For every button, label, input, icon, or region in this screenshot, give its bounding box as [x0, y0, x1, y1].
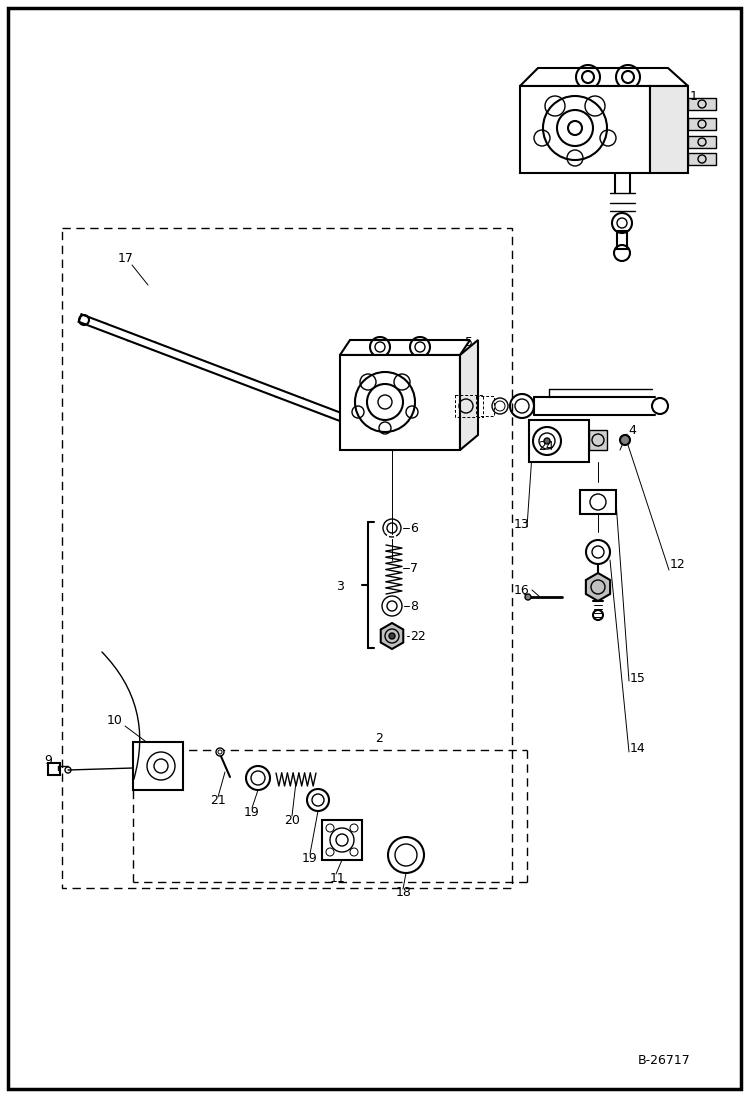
Circle shape	[544, 438, 550, 444]
Bar	[455, 395, 483, 417]
Polygon shape	[520, 68, 688, 86]
Text: 12: 12	[670, 558, 686, 572]
Text: 11: 11	[330, 871, 346, 884]
Polygon shape	[380, 623, 403, 649]
Bar	[688, 98, 716, 110]
Bar	[580, 490, 616, 514]
Bar	[133, 742, 183, 790]
Polygon shape	[520, 86, 650, 173]
Bar	[62, 228, 512, 887]
Circle shape	[216, 748, 224, 756]
Text: 3: 3	[336, 580, 344, 593]
Polygon shape	[79, 314, 389, 439]
Polygon shape	[340, 340, 470, 355]
Bar	[589, 430, 607, 450]
Text: 13: 13	[514, 518, 530, 531]
Text: 18: 18	[396, 886, 412, 900]
Bar	[688, 118, 716, 131]
Circle shape	[525, 593, 531, 600]
Text: 20: 20	[284, 814, 300, 826]
Text: 21: 21	[210, 793, 225, 806]
Bar	[688, 136, 716, 148]
Text: 22: 22	[410, 630, 425, 643]
Polygon shape	[650, 86, 688, 173]
Circle shape	[381, 428, 395, 442]
Circle shape	[586, 540, 610, 564]
Text: 14: 14	[630, 742, 646, 755]
Text: 7: 7	[410, 562, 418, 575]
Circle shape	[620, 436, 630, 445]
Text: 10: 10	[107, 713, 123, 726]
Text: 24: 24	[538, 440, 554, 452]
Bar	[322, 819, 362, 860]
Text: 5: 5	[465, 336, 473, 349]
Text: 2: 2	[375, 732, 383, 745]
Polygon shape	[340, 355, 460, 450]
Text: 17: 17	[118, 251, 134, 264]
Text: 1: 1	[690, 90, 698, 103]
Bar	[617, 231, 627, 249]
Text: 8: 8	[410, 599, 418, 612]
Circle shape	[652, 398, 668, 414]
Bar	[529, 420, 589, 462]
Text: 9: 9	[44, 754, 52, 767]
Text: 6: 6	[410, 521, 418, 534]
Text: 15: 15	[630, 671, 646, 685]
Polygon shape	[460, 340, 478, 450]
Text: 19: 19	[302, 851, 318, 864]
Circle shape	[382, 596, 402, 617]
Text: 19: 19	[244, 805, 260, 818]
Circle shape	[389, 633, 395, 638]
Bar	[688, 152, 716, 165]
Text: 4: 4	[628, 423, 636, 437]
Bar	[476, 396, 494, 416]
Polygon shape	[586, 573, 610, 601]
Text: B-26717: B-26717	[638, 1053, 691, 1066]
Bar	[48, 764, 60, 774]
Text: 16: 16	[514, 585, 530, 598]
